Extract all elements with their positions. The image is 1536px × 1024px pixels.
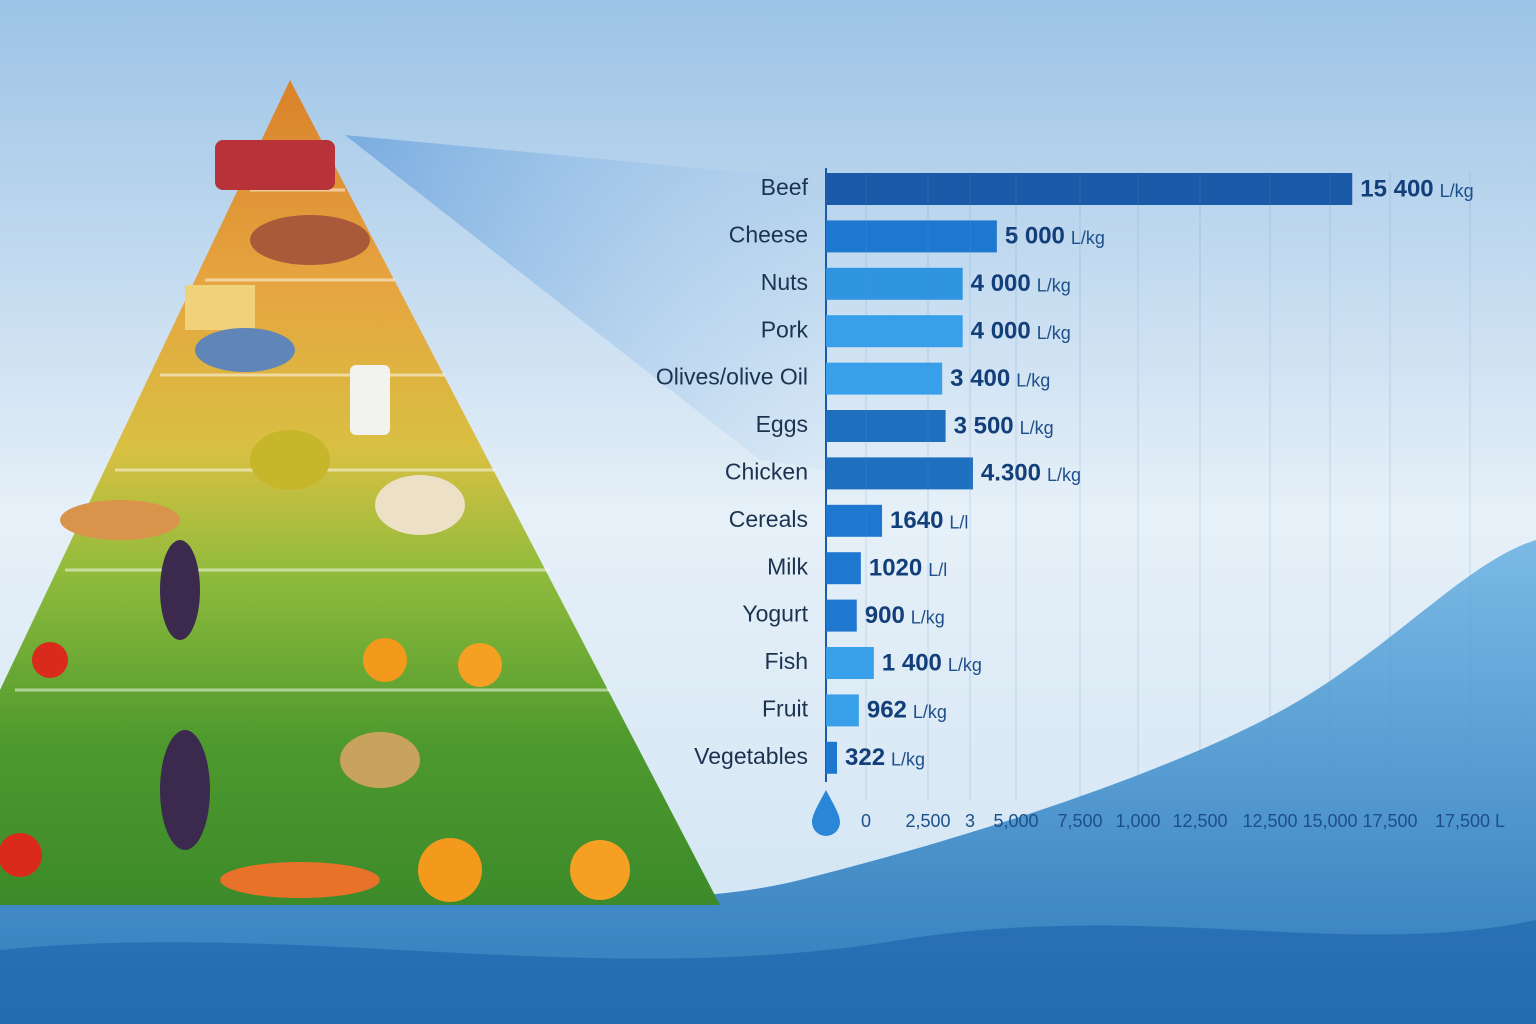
unit-label: L/kg — [911, 607, 945, 627]
bar — [826, 315, 963, 348]
bar — [826, 647, 874, 679]
value-label: 1 400 — [882, 649, 942, 676]
value-label: 15 400 — [1360, 175, 1433, 202]
category-label: Olives/olive Oil — [656, 364, 808, 390]
bar — [826, 173, 1353, 205]
water-deep — [0, 920, 1536, 1024]
value-label: 900 — [865, 602, 905, 629]
unit-label: L/kg — [1016, 370, 1050, 390]
value-label: 3 500 — [954, 412, 1014, 439]
unit-label: L/kg — [1020, 418, 1054, 438]
x-axis-label: 5,000 — [993, 811, 1038, 831]
value-label: 322 — [845, 744, 885, 771]
bar — [826, 741, 838, 774]
category-label: Nuts — [761, 269, 808, 295]
x-axis-label: 17,500 L — [1435, 811, 1505, 831]
category-label: Cereals — [729, 506, 808, 532]
bar — [826, 267, 963, 300]
unit-label: L/kg — [1440, 181, 1474, 201]
value-label: 4 000 — [971, 318, 1031, 345]
category-label: Pork — [761, 316, 809, 342]
pyramid-layers — [15, 188, 610, 692]
category-label: Cheese — [729, 221, 808, 247]
unit-label: L/l — [928, 560, 947, 580]
x-axis-label: 7,500 — [1057, 811, 1102, 831]
food-pyramid — [0, 80, 720, 905]
unit-label: L/kg — [913, 702, 947, 722]
x-axis-label: 0 — [861, 811, 871, 831]
bar — [826, 504, 883, 537]
x-axis-label: 3 — [965, 811, 975, 831]
category-label: Yogurt — [742, 601, 808, 627]
food-items — [0, 140, 630, 902]
bar — [826, 220, 997, 253]
category-label: Chicken — [725, 458, 808, 484]
value-label: 4 000 — [971, 270, 1031, 297]
unit-label: L/kg — [1047, 465, 1081, 485]
category-label: Vegetables — [694, 743, 808, 769]
bar — [826, 457, 973, 490]
value-label: 5 000 — [1005, 223, 1065, 250]
unit-label: L/kg — [948, 655, 982, 675]
x-axis-label: 12,500 — [1242, 811, 1297, 831]
category-label: Milk — [767, 553, 808, 579]
unit-label: L/kg — [891, 750, 925, 770]
x-axis-label: 17,500 — [1362, 811, 1417, 831]
light-beam — [345, 135, 826, 470]
value-label: 4.300 — [981, 460, 1041, 487]
x-axis-label: 2,500 — [905, 811, 950, 831]
water-drop-icon — [812, 790, 840, 836]
x-axis-label: 15,000 — [1302, 811, 1357, 831]
x-axis-label: 1,000 — [1115, 811, 1160, 831]
bar — [826, 362, 943, 395]
value-label: 1640 — [890, 507, 943, 534]
value-label: 1020 — [869, 555, 922, 582]
category-label: Fish — [765, 648, 808, 674]
unit-label: L/kg — [1071, 228, 1105, 248]
value-label: 962 — [867, 697, 907, 724]
category-label: Fruit — [762, 695, 809, 721]
unit-label: L/kg — [1037, 276, 1071, 296]
bar — [826, 410, 946, 442]
x-axis-label: 12,500 — [1172, 811, 1227, 831]
category-label: Eggs — [756, 411, 808, 437]
bar — [826, 694, 859, 727]
category-label: Beef — [761, 174, 809, 200]
bar — [826, 552, 861, 585]
unit-label: L/kg — [1037, 323, 1071, 343]
value-label: 3 400 — [950, 365, 1010, 392]
bar — [826, 599, 857, 632]
unit-label: L/l — [949, 513, 968, 533]
